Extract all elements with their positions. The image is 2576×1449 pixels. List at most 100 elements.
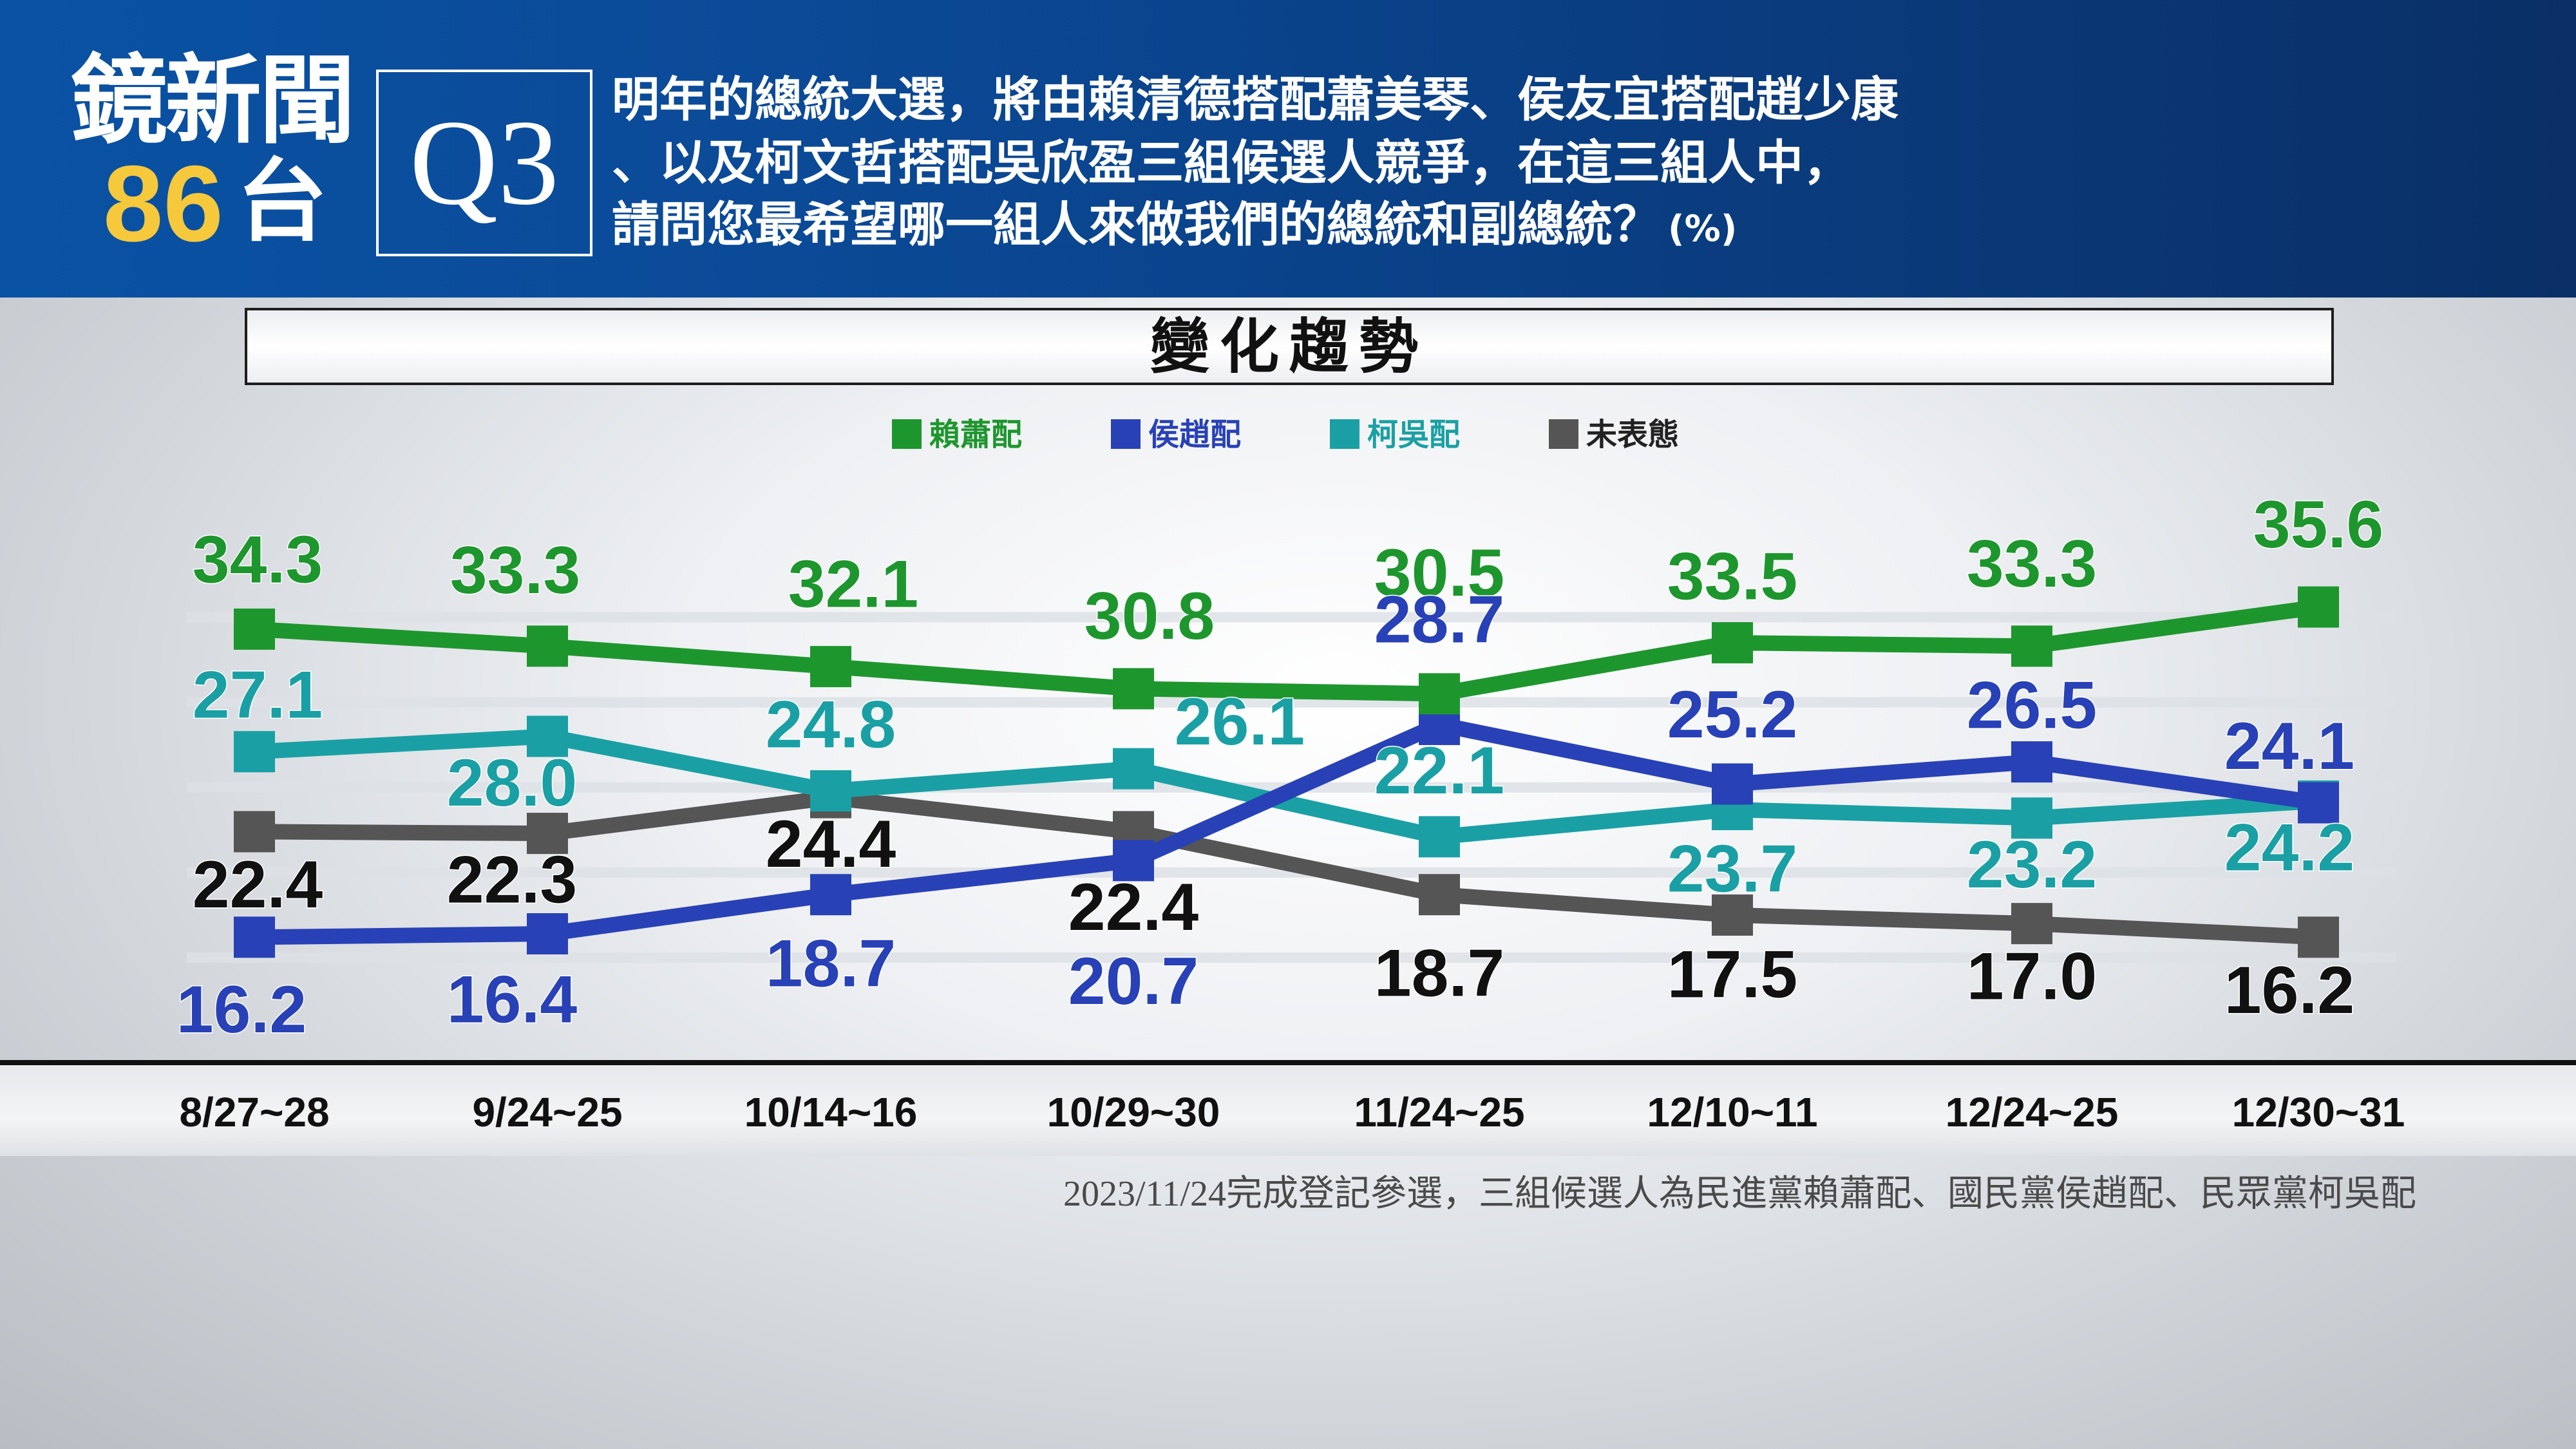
data-label-undecided-3: 24.4 [766, 807, 896, 882]
x-tick-label-6: 12/10~11 [1647, 1089, 1818, 1135]
data-point-hou-chao-4 [1113, 840, 1154, 882]
question-text-line-3: 請問您最希望哪一組人來做我們的總統和副總統？ (%) [612, 201, 1737, 249]
data-label-ko-wu-2: 28.0 [447, 746, 577, 820]
data-point-lai-hsiao-2 [527, 625, 568, 667]
gridline-20 [187, 867, 2396, 878]
question-unit: (%) [1668, 208, 1738, 250]
gridline-30 [187, 697, 2396, 708]
data-label-undecided-5: 18.7 [1374, 936, 1504, 1011]
legend-label-hou-chao: 侯趙配 [1148, 417, 1242, 453]
legend-label-ko-wu: 柯吳配 [1367, 417, 1461, 453]
header-banner: 鏡新聞 86 台 Q3 明年的總統大選，將由賴清德搭配蕭美琴、侯友宜搭配趙少康 … [0, 0, 2576, 298]
legend-swatch-undecided [1549, 419, 1578, 449]
data-point-lai-hsiao-6 [1712, 622, 1753, 664]
legend-label-undecided: 未表態 [1586, 417, 1680, 453]
data-point-hou-chao-7 [2011, 741, 2052, 783]
data-label-ko-wu-3: 24.8 [766, 687, 896, 762]
data-point-ko-wu-7 [2011, 797, 2052, 839]
data-point-undecided-7 [2011, 903, 2052, 945]
data-point-ko-wu-4 [1113, 748, 1154, 790]
question-text-line-2: 、以及柯文哲搭配吳欣盈三組候選人競爭，在這三組人中， [612, 135, 1851, 191]
data-label-undecided-4: 22.4 [1068, 870, 1199, 945]
gridline-15 [187, 952, 2396, 963]
data-point-lai-hsiao-1 [234, 608, 275, 650]
legend-item-undecided: 未表態 [1549, 412, 1679, 457]
x-tick-label-1: 8/27~28 [179, 1089, 330, 1135]
question-text-line-3-text: 請問您最希望哪一組人來做我們的總統和副總統？ [612, 197, 1660, 252]
data-label-hou-chao-8: 24.1 [2224, 709, 2354, 784]
data-label-lai-hsiao-5: 30.5 [1374, 536, 1504, 611]
data-point-undecided-2 [527, 813, 568, 855]
legend-swatch-ko-wu [1330, 419, 1359, 449]
chart-title: 變化趨勢 [245, 308, 2334, 385]
data-point-ko-wu-3 [810, 770, 851, 811]
data-label-hou-chao-6: 25.2 [1667, 677, 1797, 752]
series-line-undecided [247, 790, 2326, 945]
channel-logo-name: 鏡新聞 [71, 45, 355, 157]
data-point-lai-hsiao-3 [810, 646, 851, 688]
series-line-hou-chao [247, 716, 2326, 945]
data-label-hou-chao-4: 20.7 [1068, 944, 1198, 1019]
data-point-lai-hsiao-5 [1419, 673, 1460, 715]
data-label-ko-wu-1: 27.1 [193, 658, 323, 733]
legend-item-ko-wu: 柯吳配 [1330, 412, 1460, 457]
legend-swatch-hou-chao [1111, 419, 1141, 449]
legend-item-lai-hsiao: 賴蕭配 [892, 412, 1022, 457]
question-id-box: Q3 [376, 70, 592, 256]
channel-logo-number: 86 [103, 143, 223, 264]
data-point-hou-chao-3 [810, 874, 851, 916]
data-label-lai-hsiao-8: 35.6 [2253, 488, 2383, 562]
x-tick-label-8: 12/30~31 [2231, 1089, 2405, 1135]
legend-item-hou-chao: 侯趙配 [1111, 412, 1241, 457]
data-point-undecided-8 [2298, 916, 2339, 958]
data-point-ko-wu-1 [234, 731, 275, 773]
data-label-ko-wu-5: 22.1 [1374, 734, 1504, 808]
legend-label-lai-hsiao: 賴蕭配 [929, 417, 1023, 453]
channel-logo-suffix: 台 [237, 149, 328, 254]
x-tick-label-2: 9/24~25 [472, 1089, 623, 1135]
data-point-undecided-5 [1419, 874, 1460, 916]
data-point-hou-chao-1 [234, 916, 275, 958]
data-point-hou-chao-6 [1712, 763, 1753, 805]
data-label-lai-hsiao-4: 30.8 [1084, 579, 1215, 654]
footnote: 2023/11/24完成登記參選，三組候選人為民進黨賴蕭配、國民黨侯趙配、民眾黨… [1063, 1174, 2416, 1214]
data-label-lai-hsiao-1: 34.3 [193, 522, 323, 597]
x-tick-label-7: 12/24~25 [1945, 1089, 2119, 1135]
data-point-lai-hsiao-4 [1113, 668, 1154, 710]
data-label-undecided-2: 22.3 [447, 843, 577, 918]
x-tick-label-4: 10/29~30 [1046, 1089, 1220, 1135]
data-label-undecided-1: 22.4 [193, 848, 323, 922]
data-label-undecided-6: 17.5 [1667, 937, 1797, 1012]
chart-legend: 賴蕭配 侯趙配 柯吳配 未表態 [0, 412, 2576, 457]
series-line-lai-hsiao [247, 599, 2326, 702]
data-label-undecided-8: 16.2 [2224, 953, 2354, 1028]
data-label-hou-chao-7: 26.5 [1967, 668, 2097, 743]
data-label-hou-chao-3: 18.7 [766, 927, 896, 1001]
data-label-undecided-7: 17.0 [1967, 940, 2097, 1014]
data-label-ko-wu-4: 26.1 [1175, 685, 1305, 759]
data-label-lai-hsiao-2: 33.3 [450, 533, 580, 608]
data-point-hou-chao-8 [2298, 782, 2339, 824]
data-point-hou-chao-2 [527, 913, 568, 954]
data-label-hou-chao-1: 16.2 [176, 972, 307, 1047]
data-label-lai-hsiao-3: 32.1 [788, 547, 918, 622]
data-label-lai-hsiao-6: 33.5 [1667, 540, 1797, 614]
data-label-ko-wu-7: 23.2 [1967, 828, 2097, 902]
data-point-lai-hsiao-7 [2011, 625, 2052, 667]
data-label-hou-chao-2: 16.4 [447, 962, 578, 1037]
gridline-35 [187, 612, 2396, 623]
x-tick-label-5: 11/24~25 [1354, 1089, 1525, 1135]
data-label-ko-wu-6: 23.7 [1667, 832, 1797, 907]
data-point-ko-wu-5 [1419, 816, 1460, 858]
legend-swatch-lai-hsiao [892, 419, 922, 449]
data-label-ko-wu-8: 24.2 [2224, 810, 2354, 885]
x-axis-band [0, 1063, 2576, 1156]
series-line-ko-wu [247, 728, 2326, 845]
data-point-undecided-1 [234, 811, 275, 853]
x-tick-label-3: 10/14~16 [744, 1089, 918, 1135]
x-axis-line [0, 1060, 2576, 1065]
question-text-line-1: 明年的總統大選，將由賴清德搭配蕭美琴、侯友宜搭配趙少康 [612, 72, 1899, 128]
data-label-hou-chao-5: 28.7 [1374, 582, 1504, 657]
data-point-ko-wu-2 [527, 715, 568, 757]
